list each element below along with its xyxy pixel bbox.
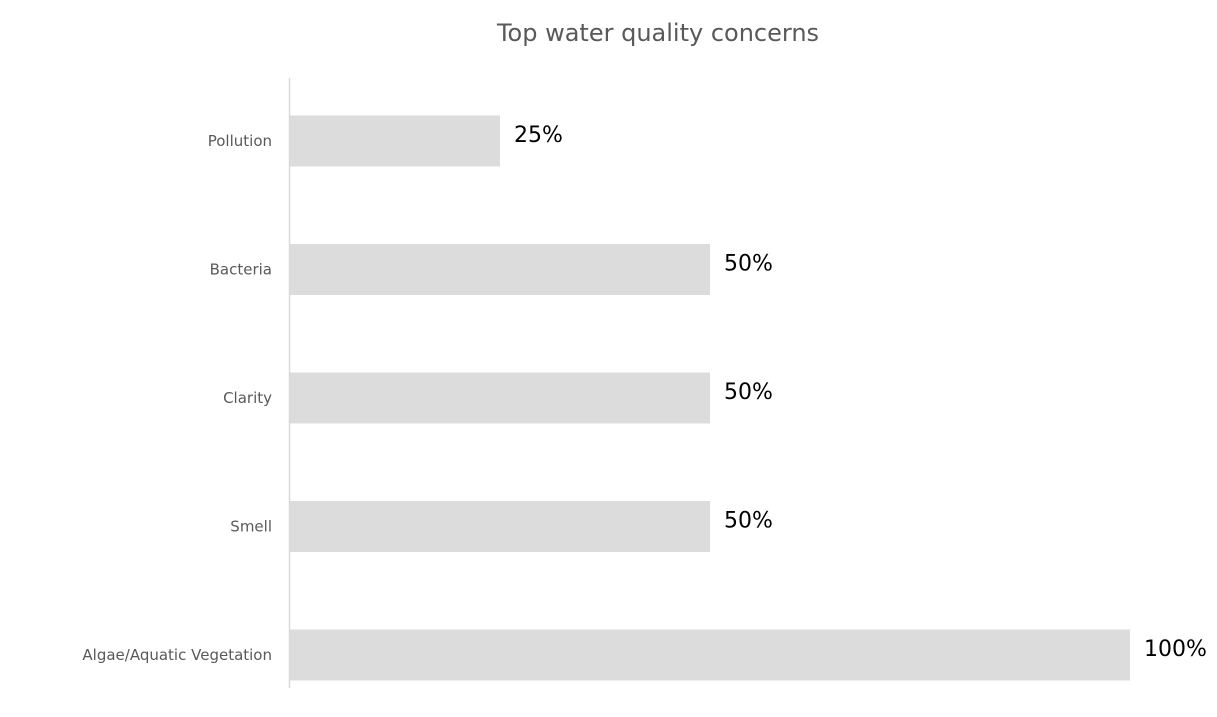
data-label: 50%	[724, 509, 773, 534]
bar-algae-aquatic-vegetation	[290, 630, 1130, 681]
category-label: Smell	[230, 518, 272, 536]
data-label: 50%	[724, 252, 773, 277]
bar-smell	[290, 501, 710, 552]
category-label: Pollution	[208, 132, 272, 150]
data-label: 25%	[514, 123, 563, 148]
bar-clarity	[290, 373, 710, 424]
chart-title: Top water quality concerns	[496, 19, 819, 47]
category-label: Clarity	[223, 389, 272, 407]
bars-layer	[290, 116, 1130, 681]
data-label: 50%	[724, 380, 773, 405]
data-label: 100%	[1144, 637, 1207, 662]
bar-pollution	[290, 116, 500, 167]
category-label: Bacteria	[210, 261, 272, 279]
category-label: Algae/Aquatic Vegetation	[82, 646, 272, 664]
bar-bacteria	[290, 244, 710, 295]
